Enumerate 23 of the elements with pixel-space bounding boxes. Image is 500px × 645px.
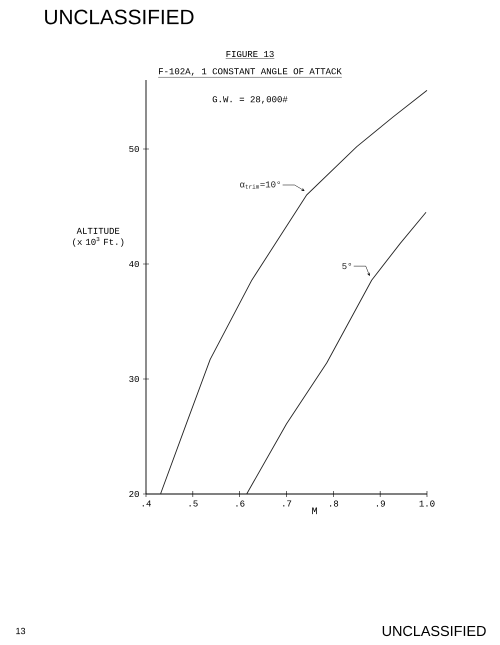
y-tick-label: 20 <box>129 490 139 498</box>
x-axis-title: M <box>312 508 317 514</box>
line-series <box>246 212 426 494</box>
text: 5° <box>342 263 352 270</box>
y-tick-label: 40 <box>129 260 139 268</box>
y-tick-label: 30 <box>129 376 139 382</box>
text: UNCLASSIFIED <box>382 626 486 636</box>
chart-subtitle: F-102A, 1 CONSTANT ANGLE OF ATTACK <box>159 68 342 76</box>
x-tick-label: .6 <box>236 500 244 507</box>
line-series <box>160 90 428 494</box>
x-tick-label: .4 <box>142 500 151 506</box>
x-tick-label: .7 <box>283 500 292 506</box>
text: α$_{trim}$=10° <box>240 181 280 189</box>
chart-title: FIGURE 13 <box>226 50 274 58</box>
x-tick-label: 1.0 <box>420 500 435 507</box>
text: UNCLASSIFIED <box>45 10 194 24</box>
text: 13 <box>16 628 26 634</box>
annotation: G.W. = 28,000# <box>212 96 288 104</box>
x-tick-label: .8 <box>330 500 338 507</box>
y-tick-label: 50 <box>129 146 139 152</box>
x-tick-label: .5 <box>190 500 198 507</box>
x-tick-label: .9 <box>376 500 385 507</box>
y-axis-title: ALTITUDE (x 10$^{3}$ Ft.) <box>73 228 124 247</box>
